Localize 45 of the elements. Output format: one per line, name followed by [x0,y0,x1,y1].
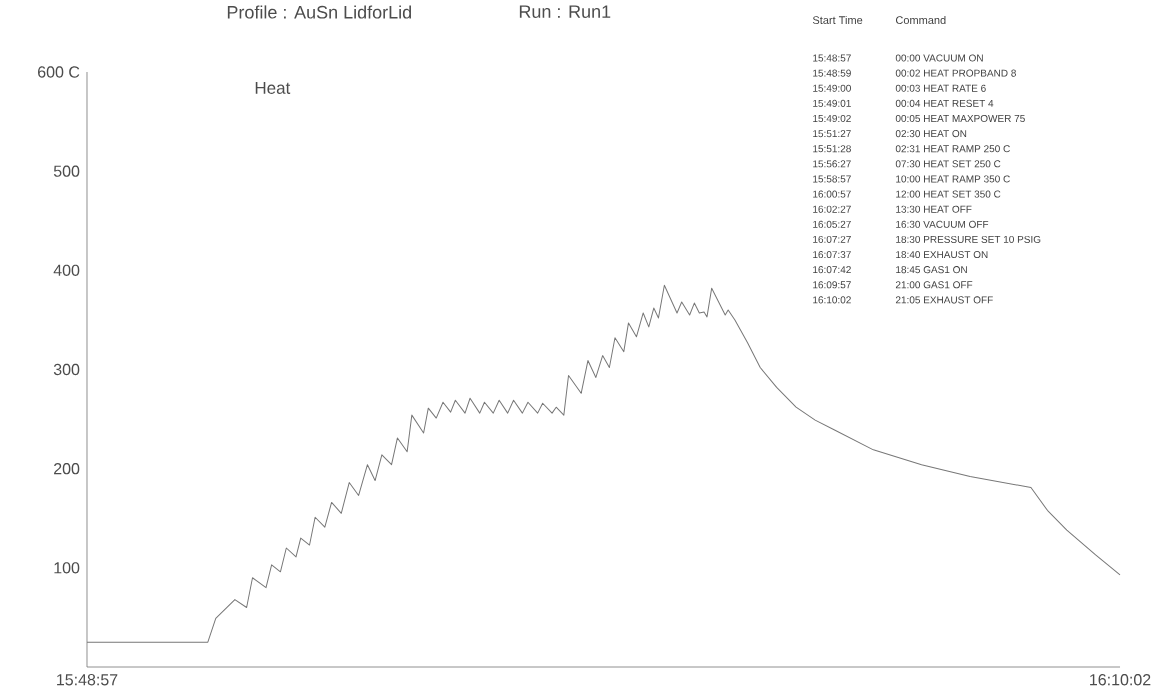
annotation: 16:05:27 [813,220,851,228]
chart-title: Profile : AuSn LidforLid [227,5,411,19]
annotation: 10:00 HEAT RAMP 350 C [896,175,1010,183]
annotation: 00:04 HEAT RESET 4 [895,99,994,107]
annotation: 16:02:27 [813,205,851,213]
annotation: 12:00 HEAT SET 350 C [896,190,1001,198]
annotation: 16:07:37 [813,251,851,259]
annotation: 18:30 PRESSURE SET 10 PSIG [896,235,1041,243]
annotation: 16:10:02 [813,296,851,304]
annotation: 16:30 VACUUM OFF [896,220,989,228]
text: 00:00 VACUUM ON [895,54,983,62]
y-tick-label: 200 [54,463,80,475]
y-tick-label: 300 [53,363,80,376]
annotation: 16:07:42 [813,266,851,274]
text: Heat [255,82,291,94]
annotation: 18:45 GAS1 ON [896,266,967,274]
annotation: 02:31 HEAT RAMP 250 C [895,145,1010,153]
annotation: 07:30 HEAT SET 250 C [895,160,1001,168]
y-tick-label: 100 [54,562,80,574]
annotation: 02:30 HEAT ON [895,130,967,138]
annotation: 15:48:59 [813,69,851,77]
annotation: 15:56:27 [813,160,851,168]
annotation: 15:49:01 [813,99,851,107]
annotation: 16:07:27 [813,235,851,243]
y-tick-label: 600 C [38,66,80,78]
annotation: 15:49:00 [813,84,851,92]
annotation: 13:30 HEAT OFF [896,205,972,213]
annotation: 15:58:57 [813,175,851,183]
annotation: 00:02 HEAT PROPBAND 8 [895,69,1016,77]
annotation: 15:51:28 [813,145,851,153]
annotation: 15:49:02 [813,114,851,123]
annotation: 21:05 EXHAUST OFF [895,296,993,304]
annotation: 16:00:57 [813,190,851,198]
annotation: 16:09:57 [813,281,851,289]
y-tick-label: 400 [53,264,80,276]
annotation: 00:03 HEAT RATE 6 [895,84,986,92]
annotation: 15:51:27 [813,130,851,138]
annotation: 00:05 HEAT MAXPOWER 75 [895,114,1025,123]
y-tick-label: 500 [53,165,80,177]
chart-subtitle: Run : Run1 [519,5,611,18]
annotation: 21:00 GAS1 OFF [895,281,973,289]
text: 15:48:57 [813,54,851,62]
text: Command [895,15,946,25]
annotation: 18:40 EXHAUST ON [896,251,988,259]
text: Start Time [812,15,863,25]
